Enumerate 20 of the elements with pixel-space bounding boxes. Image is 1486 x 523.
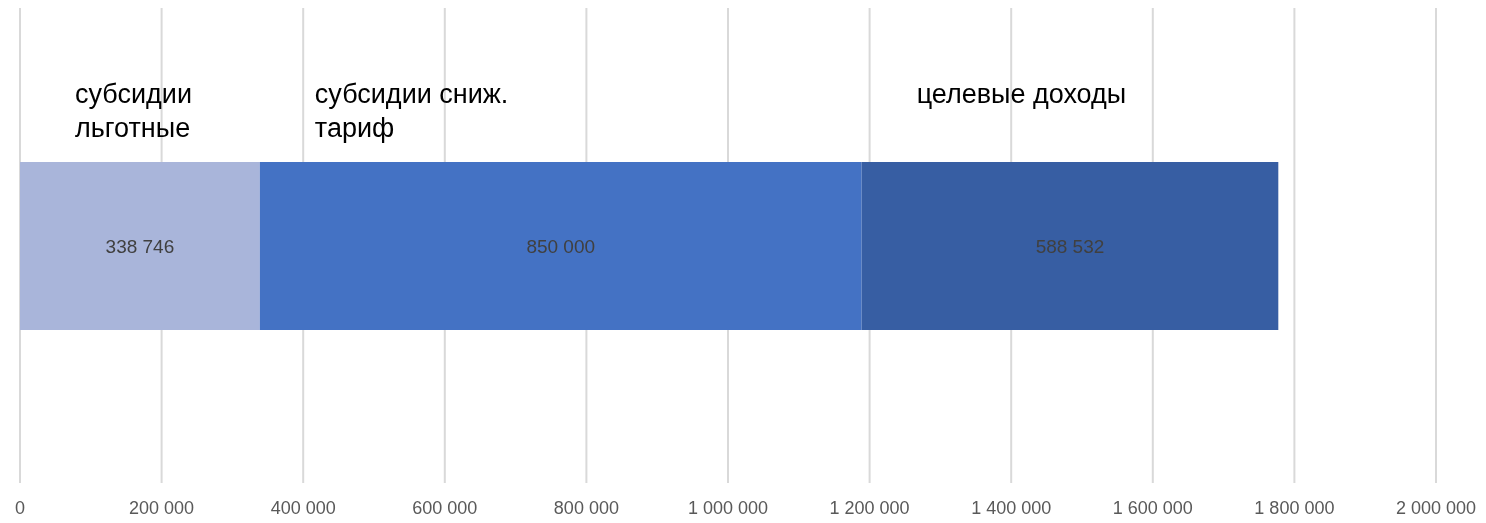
bar (861, 162, 1279, 330)
x-tick-label: 1 200 000 (829, 497, 910, 518)
x-tick-label: 0 (14, 497, 26, 518)
bar (20, 162, 260, 330)
x-tick-label: 1 800 000 (1254, 497, 1335, 518)
series-label: целевые доходы (916, 79, 1127, 109)
x-tick-label: 2 000 000 (1395, 497, 1477, 518)
series-label: субсидии льготные (75, 79, 192, 143)
x-tick-label: 400 000 (270, 497, 336, 518)
x-tick-label: 1 600 000 (1112, 497, 1193, 518)
x-tick-label: 200 000 (129, 497, 195, 518)
bar (259, 162, 862, 330)
data-label: 588 532 (1035, 235, 1105, 257)
data-label: 850 000 (526, 235, 596, 257)
x-tick-label: 1 400 000 (971, 497, 1052, 518)
series-label: субсидии сниж. тариф (314, 79, 509, 143)
x-tick-label: 800 000 (553, 497, 619, 518)
x-tick-label: 1 000 000 (687, 497, 769, 518)
data-label: 338 746 (105, 235, 175, 257)
x-tick-label: 600 000 (412, 497, 478, 518)
